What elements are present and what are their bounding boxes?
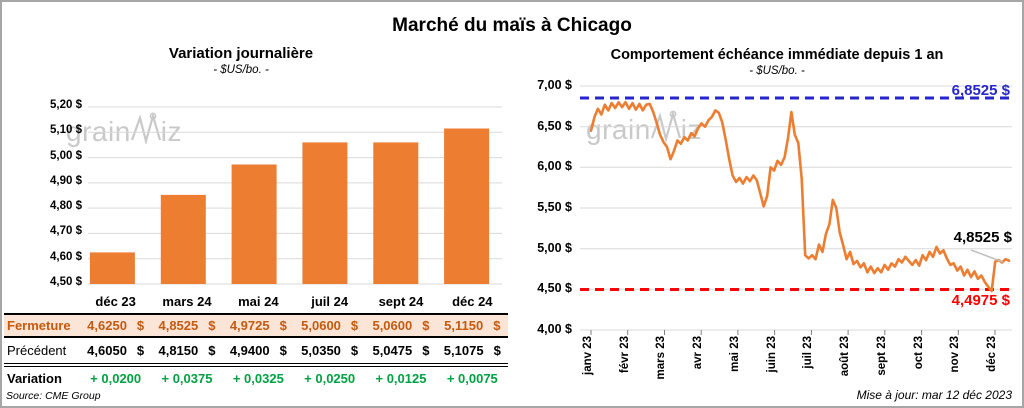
grainwiz-watermark: grain iz (66, 111, 182, 148)
table-cell: 5,0475 $ (372, 343, 430, 358)
watermark-text: iz (680, 114, 702, 145)
line-x-tick-label: août 23 (839, 336, 851, 377)
table-cell: 5,1075 $ (443, 343, 501, 358)
source-note: Source: CME Group (6, 390, 101, 402)
line-y-tick-label: 5,00 $ (537, 241, 572, 255)
updated-note: Mise à jour: mar 12 déc 2023 (856, 388, 1012, 402)
table-column-header: déc 24 (452, 293, 493, 309)
watermark-text: iz (160, 116, 182, 147)
line-x-tick-label: nov 23 (949, 336, 961, 373)
table-cell: 5,0600 $ (372, 318, 430, 333)
bar-y-tick-label: 4,70 $ (50, 225, 82, 237)
table-cell: + 0,0250 (304, 370, 356, 386)
row-label-precedent: Précédent (7, 343, 67, 358)
table-cell: + 0,0075 (446, 370, 498, 386)
row-label-variation: Variation (7, 370, 62, 386)
line-x-tick-label: févr 23 (619, 336, 631, 374)
table-cell: 4,8525 $ (158, 318, 216, 333)
line-x-tick-label: mars 23 (655, 336, 667, 380)
table-cell: + 0,0200 (90, 370, 142, 386)
row-cells-fermeture: 4,6250 $ 4,8525 $ 4,9725 $ 5,0600 $ 5,0600 $ 5,115… (80, 315, 508, 336)
table-header-row: déc 23 mars 24 mai 24 juil 24 sept 24 déc 24 (4, 291, 508, 311)
line-y-tick-label: 6,00 $ (537, 159, 572, 173)
bar-chart-subtitle: - $US/bo. - (213, 64, 269, 76)
table-cell: + 0,0125 (375, 370, 427, 386)
bar-y-tick-label: 5,00 $ (50, 150, 82, 162)
line-x-tick-label: juin 23 (766, 336, 778, 373)
table-cell: 5,0600 $ (301, 318, 359, 333)
table-header-cells: déc 23 mars 24 mai 24 juil 24 sept 24 déc 24 (80, 291, 508, 311)
grainwiz-watermark: grain iz (586, 109, 702, 146)
line-x-tick-label: janv 23 (582, 336, 594, 375)
table-column-header: mai 24 (238, 293, 279, 309)
line-y-tick-label: 4,50 $ (537, 281, 572, 295)
bar-chart-title: Variation journalière (168, 45, 314, 62)
line-y-tick-label: 6,50 $ (537, 119, 572, 133)
line-chart-subtitle: - $US/bo. - (749, 65, 805, 77)
table-cell: 5,0350 $ (301, 343, 359, 358)
table-row-precedent: Précédent 4,6050 $ 4,8150 $ 4,9400 $ 5,0350 $ 5,… (4, 338, 508, 363)
line-y-tick-label: 7,00 $ (537, 78, 572, 92)
last-price-label: 4,8525 $ (953, 229, 1012, 246)
double-divider (4, 363, 508, 367)
bar-y-tick-label: 5,20 $ (50, 99, 82, 111)
row-label-fermeture: Fermeture (7, 318, 71, 333)
watermark-peak-icon (650, 109, 681, 144)
table-column-header: mars 24 (162, 293, 212, 309)
line-x-tick-label: oct 23 (913, 336, 925, 370)
line-x-tick-label: mai 23 (729, 336, 741, 372)
low-level-label: 4,4975 $ (951, 292, 1010, 309)
bar-y-tick-label: 4,50 $ (50, 276, 82, 288)
table-cell: + 0,0375 (161, 370, 213, 386)
table-row-variation: Variation + 0,0200 + 0,0375 + 0,0325 + 0,02… (4, 368, 508, 388)
table-cell: 4,6050 $ (87, 343, 145, 358)
line-y-tick-label: 4,00 $ (537, 322, 572, 336)
table-cell: + 0,0325 (232, 370, 284, 386)
table-column-header: déc 23 (95, 293, 136, 309)
table-cell: 4,6250 $ (87, 318, 145, 333)
high-level-label: 6,8525 $ (951, 82, 1010, 99)
line-y-tick-label: 5,50 $ (537, 200, 572, 214)
table-column-header: sept 24 (378, 293, 424, 309)
line-x-tick-label: sept 23 (876, 336, 888, 376)
row-cells-precedent: 4,6050 $ 4,8150 $ 4,9400 $ 5,0350 $ 5,0475 $ 5,107… (80, 338, 508, 363)
bar-y-tick-label: 4,60 $ (50, 251, 82, 263)
bar-y-tick-label: 5,10 $ (50, 124, 82, 136)
table-cell: 4,9400 $ (229, 343, 287, 358)
row-cells-variation: + 0,0200 + 0,0375 + 0,0325 + 0,0250 + 0,0125… (80, 368, 508, 388)
line-x-tick-label: déc 23 (986, 336, 998, 372)
watermark-text: grain (66, 116, 131, 147)
page-title: Marché du maïs à Chicago (392, 15, 632, 36)
table-row-fermeture: Fermeture 4,6250 $ 4,8525 $ 4,9725 $ 5,0600 $ 5,… (4, 313, 508, 338)
line-x-tick-label: avr 23 (692, 336, 704, 370)
table-cell: 5,1150 $ (444, 318, 501, 333)
line-x-tick-label: juil 23 (802, 336, 814, 369)
bar-y-tick-label: 4,80 $ (50, 200, 82, 212)
table-cell: 4,9725 $ (229, 318, 287, 333)
bar-y-tick-label: 4,90 $ (50, 175, 82, 187)
line-chart-title: Comportement échéance immédiate depuis 1… (610, 47, 944, 63)
watermark-peak-icon (130, 111, 161, 146)
table-cell: 4,8150 $ (158, 343, 216, 358)
table-corner-cell (4, 291, 80, 311)
watermark-text: grain (586, 114, 651, 145)
table-column-header: juil 24 (311, 293, 349, 309)
